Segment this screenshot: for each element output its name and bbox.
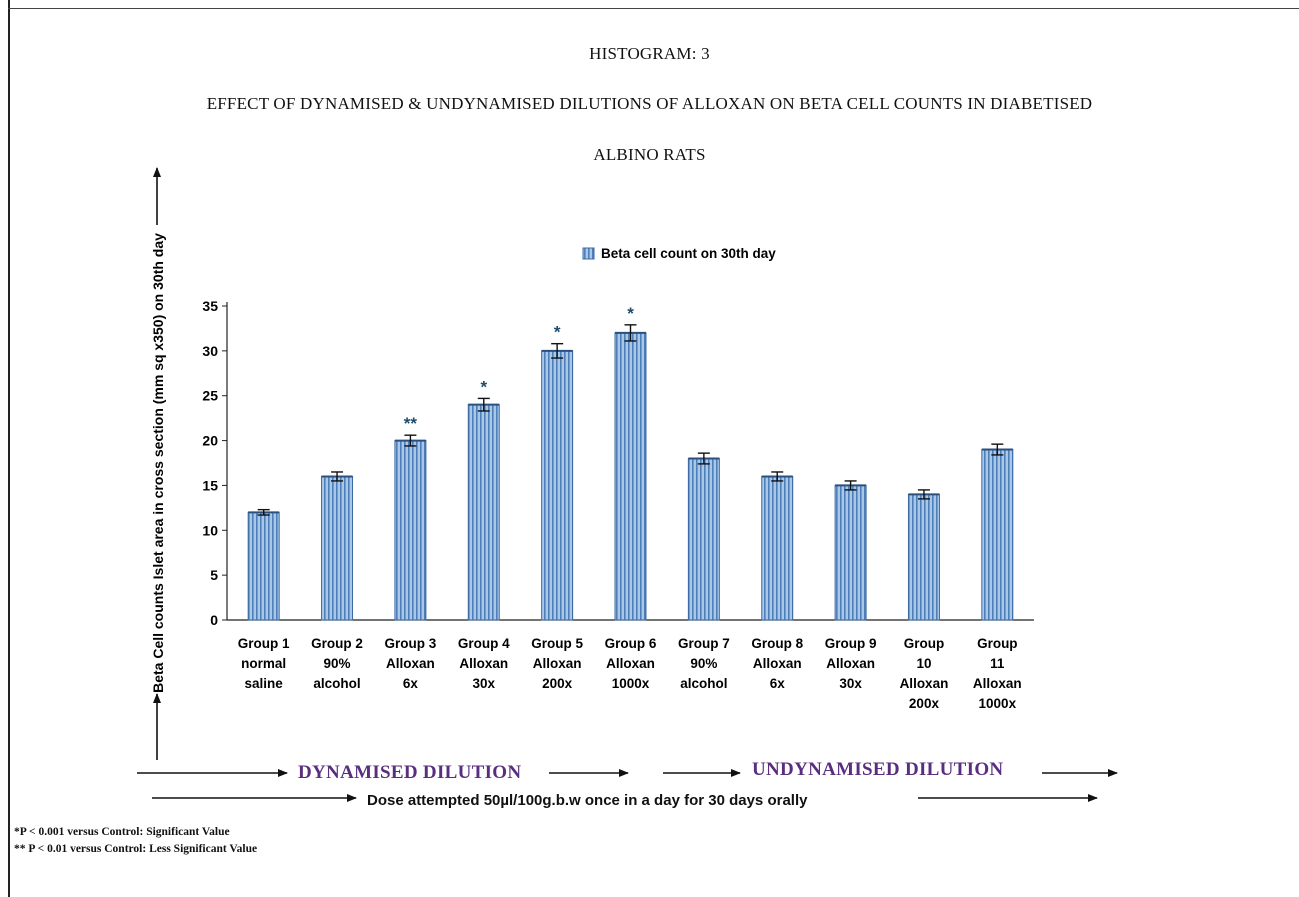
histogram-heading: HISTOGRAM: 3 xyxy=(589,44,710,63)
x-tick-label: 200x xyxy=(542,676,573,691)
bar xyxy=(834,484,867,621)
x-tick-label: Group 7 xyxy=(678,636,730,651)
legend-swatch xyxy=(582,247,595,260)
x-tick-label: saline xyxy=(245,676,284,691)
x-tick-label: Group 4 xyxy=(458,636,510,651)
y-tick-label: 35 xyxy=(202,298,218,314)
footnote-significant: *P < 0.001 versus Control: Significant V… xyxy=(14,826,230,838)
y-tick-label: 10 xyxy=(202,522,218,538)
chart-title-line2: ALBINO RATS xyxy=(593,145,706,164)
x-tick-label: 11 xyxy=(990,656,1005,671)
x-tick-label: Alloxan xyxy=(386,656,435,671)
x-tick-label: 90% xyxy=(690,656,717,671)
y-tick-label: 25 xyxy=(202,388,218,404)
x-tick-label: Group 5 xyxy=(531,636,583,651)
y-tick-label: 5 xyxy=(210,567,218,583)
undynamised-dilution-label: UNDYNAMISED DILUTION xyxy=(752,759,1004,780)
x-tick-label: Group 8 xyxy=(751,636,803,651)
bar xyxy=(907,493,940,621)
bar xyxy=(321,475,354,621)
significance-marker: * xyxy=(554,323,561,342)
x-tick-label: Group 1 xyxy=(238,636,290,651)
x-tick-label: Alloxan xyxy=(973,676,1022,691)
dose-note: Dose attempted 50µl/100g.b.w once in a d… xyxy=(367,792,808,809)
bar xyxy=(687,458,720,621)
x-tick-label: Alloxan xyxy=(753,656,802,671)
x-tick-label: Group xyxy=(977,636,1018,651)
x-tick-label: Group 9 xyxy=(825,636,877,651)
x-tick-label: Alloxan xyxy=(533,656,582,671)
significance-marker: * xyxy=(627,304,634,323)
page-border-top xyxy=(8,8,1299,9)
significance-marker: ** xyxy=(404,414,418,433)
y-tick-label: 30 xyxy=(202,343,218,359)
x-tick-label: Alloxan xyxy=(900,676,949,691)
chart-legend: Beta cell count on 30th day xyxy=(582,246,776,261)
x-tick-label: Alloxan xyxy=(459,656,508,671)
bar xyxy=(247,511,280,621)
page-border-left xyxy=(8,0,10,897)
x-tick-label: alcohol xyxy=(680,676,727,691)
x-tick-label: 1000x xyxy=(612,676,650,691)
x-tick-label: 10 xyxy=(916,656,931,671)
x-tick-label: 90% xyxy=(324,656,351,671)
y-axis-label: Beta Cell counts Islet area in cross sec… xyxy=(150,233,166,693)
x-tick-label: Group 3 xyxy=(385,636,437,651)
footnote-less-significant: ** P < 0.01 versus Control: Less Signifi… xyxy=(14,843,258,855)
bar xyxy=(541,350,574,621)
bar xyxy=(394,440,427,621)
y-tick-label: 20 xyxy=(202,433,218,449)
x-tick-label: Group 6 xyxy=(605,636,657,651)
y-tick-labels: 0 5 10 15 20 25 30 35 xyxy=(202,298,227,628)
x-tick-label: Alloxan xyxy=(826,656,875,671)
x-tick-label: Alloxan xyxy=(606,656,655,671)
x-tick-label: 6x xyxy=(770,676,786,691)
x-category-labels: Group 1 normal saline Group 2 90% alcohol Grou… xyxy=(238,636,1022,711)
bar xyxy=(614,332,647,621)
bar-series: ***** xyxy=(247,304,1014,621)
bar xyxy=(467,404,500,621)
x-tick-label: 1000x xyxy=(979,696,1017,711)
bar xyxy=(981,449,1014,621)
chart-title-line1: EFFECT OF DYNAMISED & UNDYNAMISED DILUTI… xyxy=(206,94,1093,113)
significance-marker: * xyxy=(480,377,487,396)
legend-label: Beta cell count on 30th day xyxy=(601,246,776,261)
x-tick-label: 30x xyxy=(839,676,862,691)
x-tick-label: Group xyxy=(904,636,945,651)
x-tick-label: 30x xyxy=(473,676,496,691)
annotation-arrows xyxy=(137,167,1118,802)
dynamised-dilution-label: DYNAMISED DILUTION xyxy=(298,762,522,783)
y-tick-label: 0 xyxy=(210,612,218,628)
x-tick-label: alcohol xyxy=(313,676,360,691)
x-tick-label: Group 2 xyxy=(311,636,363,651)
x-tick-label: 200x xyxy=(909,696,940,711)
x-tick-label: normal xyxy=(241,656,286,671)
y-tick-label: 15 xyxy=(202,477,218,493)
bar xyxy=(761,475,794,621)
x-tick-label: 6x xyxy=(403,676,419,691)
